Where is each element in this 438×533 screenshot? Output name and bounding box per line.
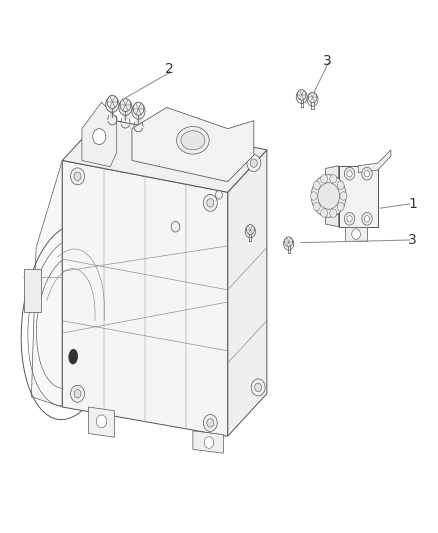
Circle shape bbox=[96, 415, 107, 427]
Circle shape bbox=[247, 155, 261, 172]
Circle shape bbox=[313, 181, 320, 190]
Circle shape bbox=[119, 99, 132, 116]
Circle shape bbox=[245, 225, 255, 238]
Ellipse shape bbox=[69, 349, 78, 364]
Text: 2: 2 bbox=[165, 62, 173, 76]
Circle shape bbox=[106, 96, 119, 112]
Circle shape bbox=[251, 379, 265, 396]
Circle shape bbox=[203, 195, 217, 212]
Circle shape bbox=[362, 213, 372, 225]
Polygon shape bbox=[325, 166, 339, 227]
Circle shape bbox=[318, 183, 339, 209]
Polygon shape bbox=[345, 227, 367, 241]
Circle shape bbox=[362, 167, 372, 180]
Circle shape bbox=[337, 181, 344, 190]
Circle shape bbox=[364, 216, 370, 222]
Circle shape bbox=[74, 172, 81, 181]
Polygon shape bbox=[62, 118, 267, 192]
Circle shape bbox=[207, 419, 214, 427]
Circle shape bbox=[133, 102, 144, 115]
Polygon shape bbox=[62, 160, 228, 436]
Circle shape bbox=[344, 213, 355, 225]
Circle shape bbox=[340, 192, 347, 200]
Polygon shape bbox=[339, 166, 378, 227]
Circle shape bbox=[285, 237, 293, 247]
Ellipse shape bbox=[181, 131, 205, 150]
Polygon shape bbox=[193, 431, 223, 453]
Circle shape bbox=[254, 383, 261, 392]
Circle shape bbox=[337, 203, 344, 211]
Polygon shape bbox=[132, 108, 254, 182]
Circle shape bbox=[352, 229, 360, 239]
Ellipse shape bbox=[177, 126, 209, 154]
Circle shape bbox=[321, 209, 328, 217]
Circle shape bbox=[120, 99, 131, 111]
Polygon shape bbox=[82, 102, 117, 167]
Circle shape bbox=[308, 92, 317, 103]
Text: 3: 3 bbox=[408, 233, 417, 247]
Circle shape bbox=[203, 415, 217, 431]
Circle shape bbox=[246, 224, 254, 235]
Circle shape bbox=[107, 95, 118, 108]
Polygon shape bbox=[32, 160, 62, 407]
Circle shape bbox=[283, 237, 294, 250]
Circle shape bbox=[344, 167, 355, 180]
Polygon shape bbox=[88, 407, 115, 437]
Text: 3: 3 bbox=[323, 54, 332, 68]
Circle shape bbox=[296, 90, 307, 103]
Circle shape bbox=[311, 175, 346, 217]
Circle shape bbox=[347, 216, 352, 222]
Circle shape bbox=[313, 203, 320, 211]
Circle shape bbox=[71, 385, 85, 402]
Circle shape bbox=[330, 209, 337, 217]
Circle shape bbox=[330, 175, 337, 183]
Circle shape bbox=[251, 159, 257, 167]
Circle shape bbox=[171, 221, 180, 232]
Circle shape bbox=[215, 191, 223, 199]
Circle shape bbox=[74, 390, 81, 398]
Circle shape bbox=[71, 168, 85, 185]
Circle shape bbox=[307, 93, 318, 106]
Circle shape bbox=[347, 171, 352, 177]
Circle shape bbox=[297, 90, 306, 100]
Polygon shape bbox=[228, 150, 267, 436]
Circle shape bbox=[207, 199, 214, 207]
Polygon shape bbox=[358, 150, 391, 173]
Circle shape bbox=[321, 175, 328, 183]
Circle shape bbox=[364, 171, 370, 177]
Circle shape bbox=[311, 192, 318, 200]
Circle shape bbox=[204, 437, 214, 448]
Circle shape bbox=[132, 103, 145, 119]
Circle shape bbox=[93, 128, 106, 144]
Polygon shape bbox=[24, 269, 41, 312]
Text: 1: 1 bbox=[408, 197, 417, 211]
